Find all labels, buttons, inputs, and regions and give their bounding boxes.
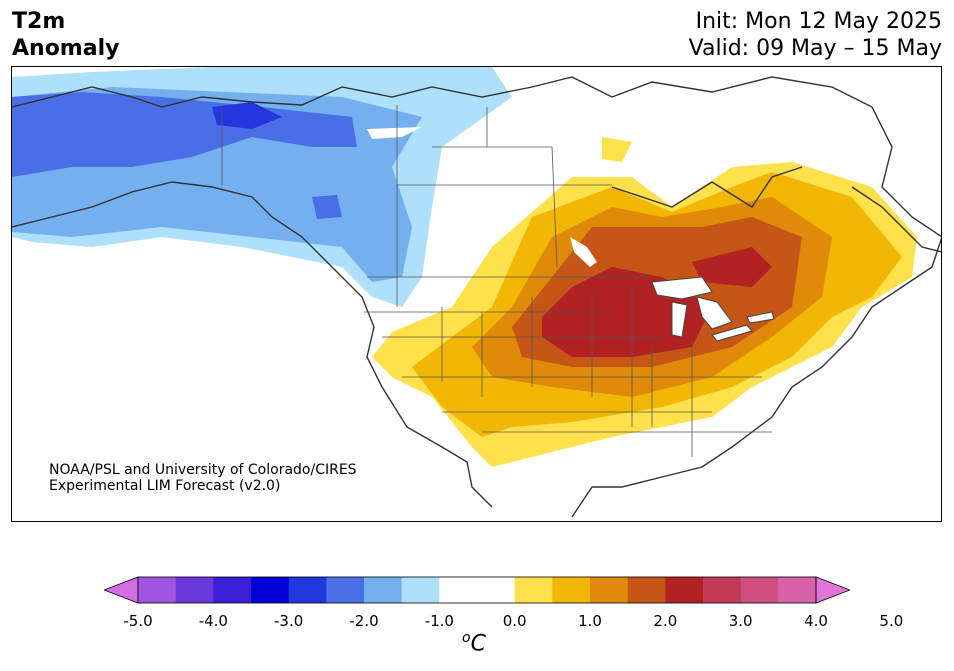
- forecast-credit: NOAA/PSL and University of Colorado/CIRE…: [49, 462, 357, 494]
- credit-line-2: Experimental LIM Forecast (v2.0): [49, 478, 281, 494]
- colorbar-segment: [514, 577, 553, 603]
- forecast-dates: Init: Mon 12 May 2025 Valid: 09 May – 15…: [689, 8, 942, 62]
- credit-line-1: NOAA/PSL and University of Colorado/CIRE…: [49, 462, 357, 478]
- colorbar-outline: [137, 576, 817, 604]
- great-lakes: [651, 276, 775, 342]
- colorbar-segment: [477, 577, 516, 603]
- unit-base: C: [470, 631, 486, 657]
- colorbar-segment: [703, 577, 742, 603]
- colorbar-tick-label: 4.0: [804, 612, 828, 630]
- colorbar: [104, 576, 850, 604]
- colorbar-extend-high: [815, 576, 850, 604]
- colorbar-segment: [138, 577, 177, 603]
- colorbar-tick-label: 5.0: [879, 612, 904, 630]
- colorbar-tick-label: 0.0: [502, 612, 527, 630]
- colorbar-segment: [665, 577, 704, 603]
- colorbar-tick-labels: -5.0 -4.0 -3.0 -2.0 -1.0 0.0 1.0 2.0 3.0 4.0 5.0: [0, 612, 954, 632]
- init-date: Init: Mon 12 May 2025: [695, 9, 942, 34]
- unit-superscript: o: [462, 630, 471, 646]
- colorbar-extend-low: [104, 576, 139, 604]
- colorbar-tick-label: 1.0: [578, 612, 602, 630]
- colorbar-segment: [740, 577, 779, 603]
- colorbar-segment: [778, 577, 817, 603]
- colorbar-tick-label: 3.0: [728, 612, 753, 630]
- colorbar-tick-label: 2.0: [653, 612, 678, 630]
- colorbar-segment: [175, 577, 214, 603]
- state-province-borders: [221, 105, 772, 457]
- anomaly-map: [11, 66, 942, 522]
- coastlines: [12, 76, 941, 518]
- colorbar-tick-label: -1.0: [424, 612, 454, 630]
- cold-anomaly-shading: [12, 67, 512, 307]
- map-title: T2m Anomaly: [12, 8, 119, 62]
- map-canvas: [12, 67, 941, 518]
- colorbar-segment: [364, 577, 403, 603]
- colorbar-segment: [439, 577, 478, 603]
- colorbar-tick-label: -2.0: [349, 612, 379, 630]
- colorbar-segment: [590, 577, 629, 603]
- colorbar-tick-label: -4.0: [198, 612, 228, 630]
- valid-range: Valid: 09 May – 15 May: [688, 36, 942, 61]
- colorbar-tick-label: -5.0: [123, 612, 153, 630]
- colorbar-segment: [552, 577, 591, 603]
- colorbar-segment: [213, 577, 252, 603]
- colorbar-segment: [627, 577, 666, 603]
- warm-anomaly-shading: [372, 137, 917, 467]
- colorbar-segment: [401, 577, 440, 603]
- unit-label: oC: [462, 630, 486, 656]
- colorbar-segment: [251, 577, 290, 603]
- title-line-1: T2m: [12, 9, 66, 34]
- colorbar-segment: [288, 577, 327, 603]
- colorbar-tick-label: -3.0: [274, 612, 304, 630]
- title-line-2: Anomaly: [12, 36, 120, 61]
- colorbar-segment: [326, 577, 365, 603]
